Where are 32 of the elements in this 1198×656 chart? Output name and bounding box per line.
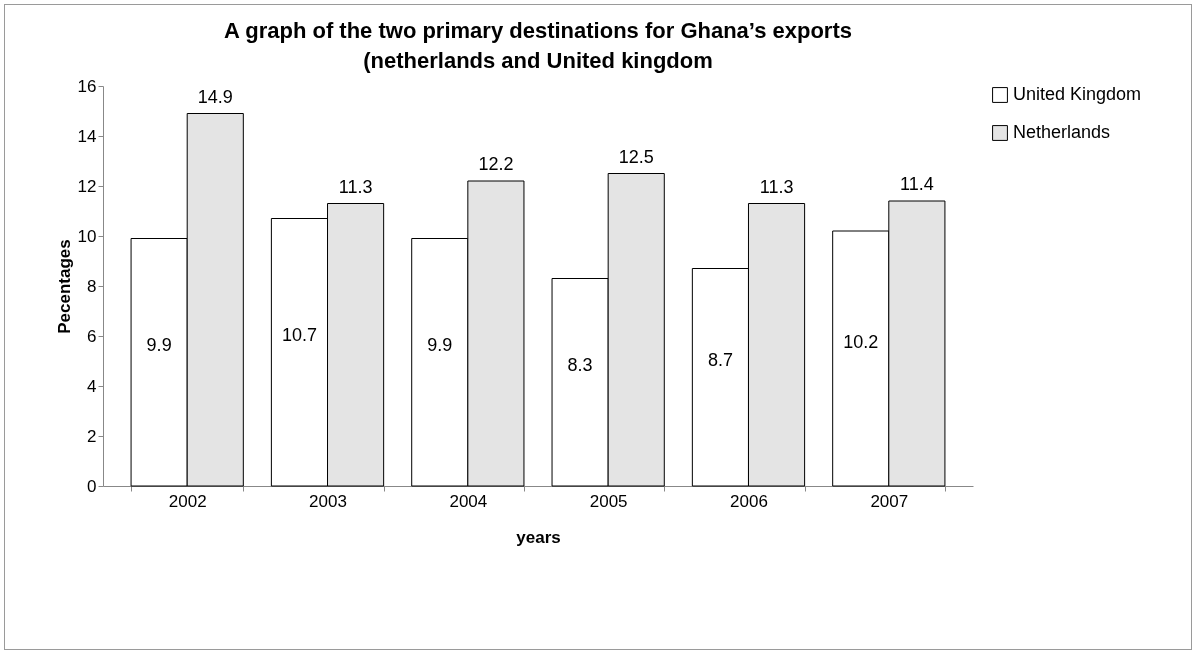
y-tick-label: 16	[77, 76, 97, 96]
y-tick-label: 4	[87, 376, 97, 396]
data-label: 8.3	[567, 355, 593, 376]
data-label: 12.5	[618, 146, 654, 167]
legend-label: United Kingdom	[1013, 84, 1142, 104]
x-tick-label: 2005	[589, 491, 628, 511]
chart-title: A graph of the two primary destinations for Ghana’s exports (netherlands and United kingdom	[224, 18, 852, 73]
data-label: 12.2	[478, 154, 514, 174]
x-axis-title: years	[516, 527, 561, 547]
y-tick-label: 10	[77, 226, 97, 246]
y-tick-label: 0	[87, 476, 97, 496]
data-label: 9.9	[427, 335, 453, 356]
data-label: 9.9	[146, 335, 172, 356]
y-axis-title: Pecentages	[54, 239, 74, 334]
data-label: 11.3	[338, 176, 373, 197]
y-tick-label: 8	[87, 276, 97, 296]
y-tick-label: 14	[77, 126, 97, 146]
legend-label: Netherlands	[1013, 122, 1111, 142]
data-label: 11.4	[900, 174, 934, 194]
data-label: 11.3	[759, 176, 794, 197]
x-tick-label: 2003	[309, 491, 347, 511]
x-tick-label: 2004	[449, 491, 488, 511]
x-tick-label: 2007	[870, 491, 909, 511]
data-label: 10.7	[281, 325, 317, 346]
x-tick-label: 2002	[168, 491, 207, 511]
data-label: 8.7	[707, 350, 733, 371]
y-tick-label: 12	[77, 176, 97, 196]
data-label: 10.2	[843, 331, 879, 352]
y-tick-label: 6	[87, 326, 97, 346]
y-tick-label: 2	[87, 426, 97, 446]
x-tick-label: 2006	[730, 491, 768, 511]
data-label: 14.9	[197, 86, 233, 107]
